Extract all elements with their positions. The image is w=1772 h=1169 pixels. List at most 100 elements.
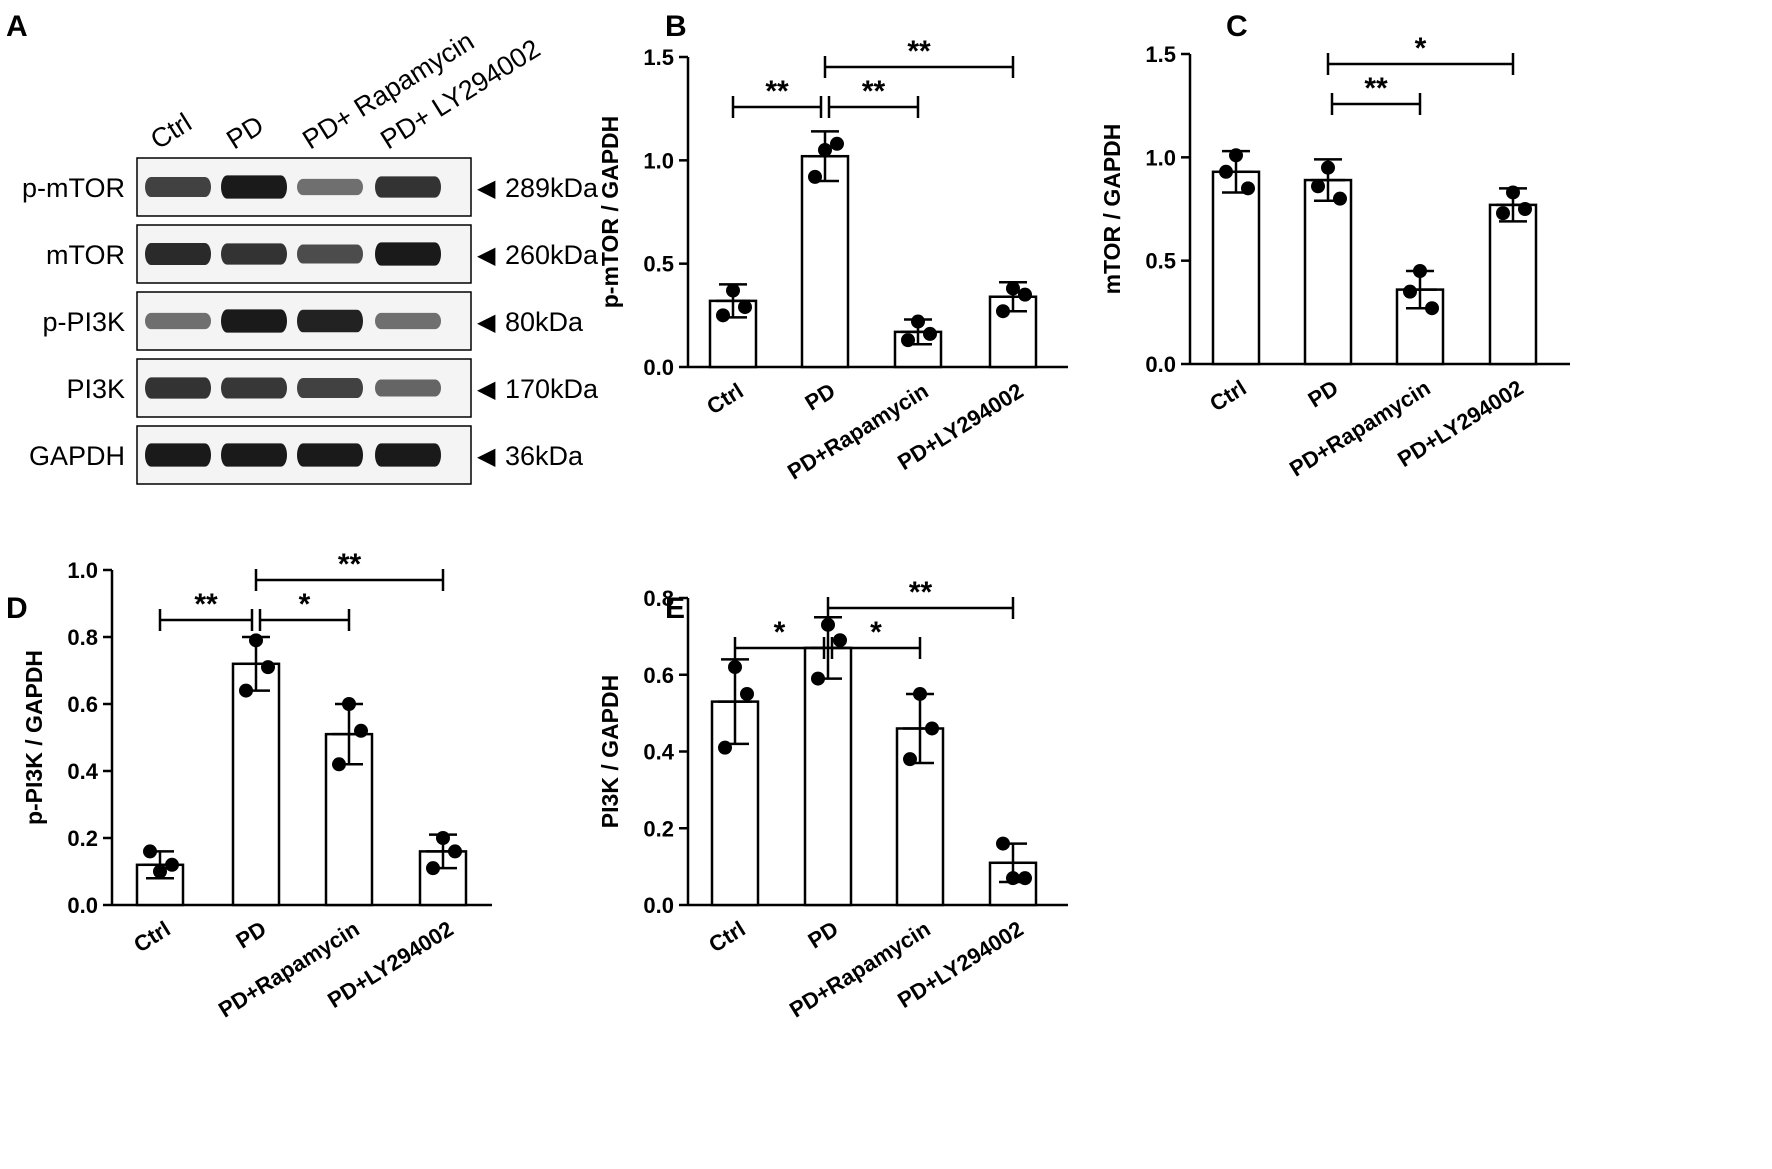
- significance-label: *: [774, 616, 786, 649]
- bar: [1211, 170, 1261, 366]
- blot-band: [221, 175, 287, 199]
- blot-band: [297, 244, 363, 264]
- y-tick-label: 1.0: [1145, 145, 1176, 170]
- y-tick-label: 0.2: [67, 826, 98, 851]
- data-point: [1506, 185, 1520, 200]
- significance-label: **: [194, 588, 218, 621]
- blot-band: [297, 377, 363, 399]
- arrow-icon: ◀: [477, 309, 496, 336]
- data-point: [249, 633, 263, 648]
- blot-band: [375, 312, 441, 330]
- x-tick-label: Ctrl: [704, 916, 749, 957]
- data-point: [1321, 160, 1335, 175]
- blot-protein-label: p-mTOR: [22, 173, 125, 203]
- significance-label: **: [338, 548, 362, 581]
- x-tick-label: PD: [800, 378, 839, 415]
- data-point: [1006, 281, 1020, 296]
- data-point: [830, 136, 844, 151]
- blot-size-label: 260kDa: [505, 240, 599, 270]
- data-point: [833, 633, 847, 648]
- data-point: [1241, 181, 1255, 196]
- x-tick-label: Ctrl: [1205, 375, 1250, 416]
- arrow-icon: ◀: [477, 175, 496, 202]
- blot-protein-label: PI3K: [66, 374, 125, 404]
- y-tick-label: 0.4: [67, 759, 98, 784]
- bar: [1488, 203, 1538, 366]
- bar: [803, 646, 853, 907]
- blot-band: [145, 243, 211, 265]
- significance-label: **: [1364, 72, 1388, 105]
- blot-size-label: 36kDa: [505, 441, 584, 471]
- data-point: [1018, 871, 1032, 886]
- data-point: [726, 283, 740, 298]
- y-tick-label: 0.8: [643, 586, 674, 611]
- data-point: [1518, 202, 1532, 216]
- data-point: [738, 300, 752, 315]
- panel-d-chart: D 0.0 0.2 0.4 0.6 0.8 1.0 p-PI3K / GAPDH Ctrl PD…: [6, 548, 492, 1022]
- data-point: [1229, 148, 1243, 163]
- data-point: [436, 831, 450, 845]
- data-point: [901, 333, 915, 348]
- bar: [1303, 178, 1353, 366]
- blot-band: [145, 377, 211, 399]
- y-tick-label: 1.0: [643, 148, 674, 173]
- panel-label-e: E: [665, 592, 685, 625]
- data-point: [718, 740, 732, 755]
- panel-label-b: B: [665, 10, 687, 43]
- bar: [800, 154, 850, 369]
- data-point: [818, 143, 832, 157]
- lane-label: PD: [221, 110, 269, 155]
- data-point: [1219, 164, 1233, 179]
- data-point: [740, 686, 754, 701]
- data-point: [153, 864, 167, 879]
- data-point: [913, 686, 927, 701]
- significance-label: *: [870, 616, 882, 649]
- data-point: [143, 844, 157, 859]
- bar: [231, 662, 281, 907]
- y-tick-label: 0.5: [1145, 249, 1176, 274]
- blot-size-label: 170kDa: [505, 374, 599, 404]
- data-point: [903, 752, 917, 767]
- data-point: [426, 861, 440, 876]
- blot-band: [221, 243, 287, 265]
- data-point: [1403, 284, 1417, 299]
- significance-label: **: [765, 75, 789, 108]
- data-point: [923, 326, 937, 341]
- data-point: [261, 660, 275, 675]
- blot-band: [221, 377, 287, 399]
- data-point: [716, 308, 730, 323]
- x-tick-label: PD: [231, 916, 270, 953]
- x-tick-label: PD: [1303, 375, 1342, 412]
- y-tick-label: 1.5: [643, 45, 674, 70]
- data-point: [996, 836, 1010, 851]
- data-point: [996, 304, 1010, 319]
- significance-label: **: [909, 576, 933, 609]
- significance-label: *: [1415, 32, 1427, 65]
- data-point: [911, 314, 925, 329]
- y-tick-label: 0.0: [67, 893, 98, 918]
- y-tick-label: 0.0: [643, 355, 674, 380]
- blot-band: [375, 176, 441, 198]
- x-tick-label: Ctrl: [129, 916, 174, 957]
- data-point: [925, 721, 939, 736]
- y-axis-title: mTOR / GAPDH: [1099, 124, 1125, 295]
- x-tick-label: Ctrl: [702, 378, 747, 419]
- data-point: [1496, 206, 1510, 221]
- y-tick-label: 0.0: [1145, 352, 1176, 377]
- blot-protein-label: GAPDH: [29, 441, 125, 471]
- y-axis-title: p-mTOR / GAPDH: [597, 116, 623, 309]
- blot-band: [297, 309, 363, 333]
- x-tick-label: PD: [803, 916, 842, 953]
- data-point: [811, 671, 825, 686]
- blot-band: [297, 178, 363, 196]
- y-tick-label: 0.5: [643, 252, 674, 277]
- significance-label: *: [299, 588, 311, 621]
- blot-protein-label: mTOR: [46, 240, 125, 270]
- y-tick-label: 0.6: [643, 663, 674, 688]
- lane-label: Ctrl: [145, 107, 197, 155]
- data-point: [1333, 191, 1347, 206]
